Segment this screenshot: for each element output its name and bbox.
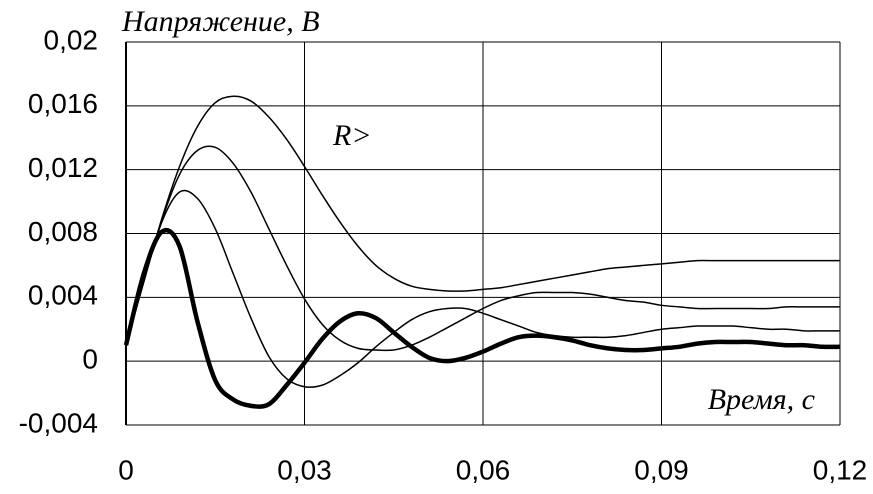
y-tick-label: 0,02 — [44, 24, 99, 55]
y-tick-label: 0,008 — [28, 216, 98, 247]
y-axis-label: Напряжение, В — [121, 5, 320, 38]
x-tick-label: 0,06 — [456, 454, 511, 485]
annotation: R> — [332, 119, 372, 152]
y-tick-label: 0 — [82, 344, 98, 375]
x-axis-label: Время, с — [708, 383, 815, 416]
x-tick-label: 0,03 — [277, 454, 332, 485]
series-line — [123, 227, 841, 409]
lines — [123, 95, 841, 409]
grid — [125, 41, 841, 426]
y-tick-label: -0,004 — [19, 407, 98, 438]
series-line — [125, 189, 840, 388]
series-line — [125, 95, 840, 346]
y-tick-label: 0,016 — [28, 88, 98, 119]
x-tick-label: 0,12 — [813, 454, 868, 485]
x-tick-label: 0 — [118, 454, 134, 485]
y-tick-label: 0,004 — [28, 280, 98, 311]
y-tick-label: 0,012 — [28, 152, 98, 183]
x-tick-label: 0,09 — [634, 454, 689, 485]
series-line — [125, 145, 840, 352]
